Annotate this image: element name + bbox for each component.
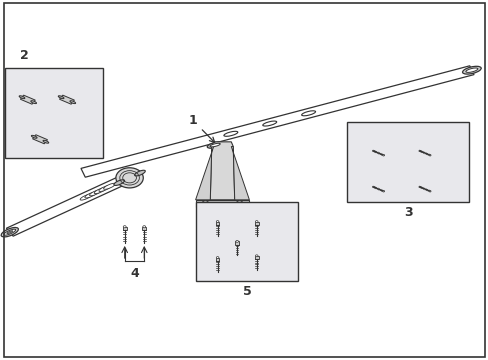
Circle shape bbox=[255, 221, 258, 222]
Ellipse shape bbox=[89, 190, 101, 196]
Polygon shape bbox=[81, 66, 473, 177]
Circle shape bbox=[123, 226, 126, 228]
Ellipse shape bbox=[31, 135, 37, 138]
Polygon shape bbox=[210, 142, 234, 200]
Bar bbox=[122, 227, 126, 230]
Ellipse shape bbox=[70, 101, 76, 104]
Polygon shape bbox=[33, 135, 47, 144]
Bar bbox=[142, 227, 146, 230]
Ellipse shape bbox=[210, 143, 220, 147]
Polygon shape bbox=[195, 147, 213, 200]
Ellipse shape bbox=[134, 170, 145, 176]
Ellipse shape bbox=[4, 229, 16, 235]
Ellipse shape bbox=[301, 111, 315, 116]
Circle shape bbox=[255, 255, 258, 257]
Text: 1: 1 bbox=[188, 114, 214, 143]
Ellipse shape bbox=[262, 121, 276, 126]
Bar bbox=[254, 256, 258, 259]
Ellipse shape bbox=[207, 142, 223, 148]
Circle shape bbox=[382, 154, 384, 156]
Polygon shape bbox=[418, 150, 422, 152]
Text: 2: 2 bbox=[20, 49, 29, 62]
Ellipse shape bbox=[94, 188, 106, 194]
Circle shape bbox=[142, 226, 145, 228]
Circle shape bbox=[216, 257, 219, 258]
Text: 3: 3 bbox=[403, 206, 412, 219]
Polygon shape bbox=[20, 95, 35, 104]
Ellipse shape bbox=[465, 68, 477, 72]
Ellipse shape bbox=[80, 194, 92, 200]
Circle shape bbox=[235, 240, 238, 242]
Ellipse shape bbox=[462, 66, 480, 74]
Bar bbox=[346, 122, 468, 202]
Circle shape bbox=[428, 154, 430, 156]
Circle shape bbox=[382, 190, 384, 192]
Circle shape bbox=[236, 201, 243, 206]
Circle shape bbox=[428, 190, 430, 192]
Polygon shape bbox=[60, 95, 74, 104]
Bar bbox=[195, 202, 298, 281]
Ellipse shape bbox=[114, 180, 124, 185]
Polygon shape bbox=[6, 174, 130, 236]
Circle shape bbox=[202, 201, 208, 206]
Bar bbox=[215, 258, 219, 261]
Bar bbox=[5, 68, 102, 158]
Circle shape bbox=[216, 221, 219, 222]
Polygon shape bbox=[231, 147, 249, 200]
Polygon shape bbox=[418, 186, 422, 188]
Ellipse shape bbox=[224, 131, 237, 136]
Text: 4: 4 bbox=[130, 267, 139, 280]
Bar bbox=[254, 221, 258, 225]
Polygon shape bbox=[371, 150, 375, 152]
Text: 5: 5 bbox=[242, 285, 251, 298]
Bar bbox=[215, 221, 219, 225]
Polygon shape bbox=[195, 200, 249, 207]
Circle shape bbox=[116, 168, 143, 188]
Ellipse shape bbox=[103, 183, 115, 189]
Ellipse shape bbox=[43, 140, 49, 143]
Polygon shape bbox=[371, 186, 375, 188]
Ellipse shape bbox=[7, 231, 13, 234]
Ellipse shape bbox=[31, 101, 37, 104]
Ellipse shape bbox=[1, 228, 19, 237]
Ellipse shape bbox=[19, 96, 25, 99]
Ellipse shape bbox=[99, 185, 111, 192]
Ellipse shape bbox=[58, 96, 64, 99]
Ellipse shape bbox=[84, 192, 97, 198]
Bar bbox=[235, 241, 239, 245]
